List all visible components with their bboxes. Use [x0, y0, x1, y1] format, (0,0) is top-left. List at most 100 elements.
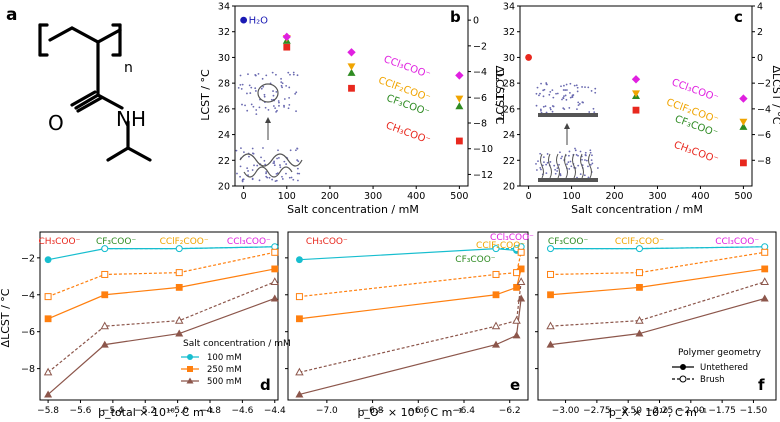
solvent-dot [244, 104, 246, 107]
brush-substrate [538, 178, 598, 182]
solvent-dot [551, 110, 554, 113]
solvent-dot [292, 71, 295, 74]
solvent-dot [590, 159, 593, 162]
solvent-dot [248, 84, 251, 87]
plot-frame [234, 5, 469, 187]
y-tick-label: 30 [503, 53, 515, 64]
solvent-dot [544, 105, 547, 108]
plot-frame [39, 231, 279, 401]
series-line-250-mm-brush [550, 251, 765, 276]
solvent-dot [281, 86, 284, 89]
solvent-dot [280, 77, 282, 80]
solvent-dot [280, 84, 283, 87]
y2-tick-label: −8 [757, 156, 771, 167]
panel-label-c: c [734, 8, 743, 26]
solvent-dot [549, 90, 552, 93]
x-tick-label: 500 [734, 191, 752, 202]
solvent-dot [273, 164, 276, 167]
solvent-dot [573, 84, 576, 87]
solvent-dot [288, 86, 291, 89]
solvent-dot [551, 89, 554, 92]
solvent-dot [255, 109, 258, 111]
solvent-dot [551, 105, 554, 107]
solvent-dot [270, 98, 273, 101]
data-point-ccl3coo [631, 75, 641, 84]
solvent-dot [295, 91, 298, 94]
solvent-dot [546, 161, 549, 164]
y2-tick-label: −4 [757, 104, 771, 115]
solvent-dot [569, 92, 571, 94]
data-point-250-mm-untethered [175, 283, 183, 291]
solvent-dot [540, 82, 542, 85]
solvent-dot [549, 108, 552, 111]
data-point-250-mm-untethered [761, 265, 769, 273]
solvent-dot [264, 163, 267, 166]
data-point-cf3coo [739, 122, 748, 130]
data-point-ch3coo [632, 106, 640, 114]
solvent-dot [584, 151, 587, 154]
solvent-dot [265, 175, 268, 178]
panel-e-xlabel: ϸ_O⁻ × 10¹⁰, C m⁻¹ [357, 406, 462, 419]
data-point-100-mm-brush [547, 245, 555, 253]
label-h2o: H₂O [249, 16, 269, 27]
solvent-dot [564, 89, 567, 91]
solvent-dot [589, 149, 592, 152]
solvent-dot [558, 163, 560, 166]
solvent-dot [294, 92, 297, 95]
panel-label-d: d [260, 376, 271, 394]
solvent-dot [253, 164, 255, 167]
repeat-unit-n: n [124, 60, 133, 76]
atom-o-label: O [48, 111, 64, 135]
panel-f: −3.00 −2.75 −2.50 −2.25 −2.00 −1.75 −1.50 CF₃CO… [535, 231, 777, 416]
solvent-dot [561, 155, 563, 158]
data-point-500-mm-untethered [44, 390, 53, 398]
solvent-dot [535, 92, 538, 95]
data-point-500-mm-untethered [100, 340, 109, 348]
data-point-250-mm-brush [175, 269, 183, 277]
solvent-dot [235, 149, 238, 152]
solvent-dot [535, 163, 537, 165]
solvent-dot [569, 96, 572, 99]
solvent-dot [287, 71, 290, 74]
solvent-dot [288, 103, 291, 106]
anion-label: CF₃COO⁻ [96, 237, 137, 247]
solvent-dot [579, 173, 582, 176]
y2-tick-label: −4 [473, 67, 487, 78]
data-point-ccl3coo [347, 48, 356, 57]
y-tick-label: 28 [503, 79, 515, 90]
data-point-250-mm-untethered [44, 315, 52, 323]
data-point-500-mm-untethered [175, 329, 184, 337]
x-tick-label: 100 [278, 191, 296, 202]
panel-c-xlabel: Salt concentration / mM [571, 203, 703, 216]
legend-500-label: 500 mM [207, 377, 242, 387]
solvent-dot [556, 167, 559, 170]
y-tick-label: 32 [503, 27, 515, 38]
solvent-dot [295, 110, 297, 113]
brush-chain [548, 153, 552, 179]
solvent-dot [256, 164, 259, 167]
panel-c-ylabel: LCST / °C [494, 69, 507, 121]
solvent-dot [239, 175, 241, 178]
solvent-dot [263, 159, 266, 162]
solvent-dot [587, 165, 589, 168]
solvent-dot [247, 170, 249, 172]
panel-d-ylabel: ΔLCST / °C [0, 288, 12, 347]
panel-c-y2label: ΔLCST / °C [770, 66, 780, 125]
x-tick-label: 100 [562, 191, 580, 202]
panel-label-b: b [450, 8, 461, 26]
data-point-500-mm-brush [760, 277, 769, 285]
solvent-dot [542, 105, 545, 108]
solvent-dot [240, 88, 243, 90]
solvent-dot [240, 147, 242, 150]
solvent-dot [255, 113, 258, 116]
solvent-dot [564, 94, 567, 97]
data-point-500-mm-brush [43, 367, 53, 376]
x-tick-label: −2.50 [614, 406, 642, 416]
solvent-dot [246, 92, 248, 95]
solvent-dot [548, 93, 551, 96]
solvent-dot [258, 179, 261, 182]
solvent-dot [538, 94, 540, 97]
x-tick-label: 200 [321, 191, 339, 202]
solvent-dot [241, 83, 244, 86]
data-point-250-mm-untethered [492, 291, 500, 299]
